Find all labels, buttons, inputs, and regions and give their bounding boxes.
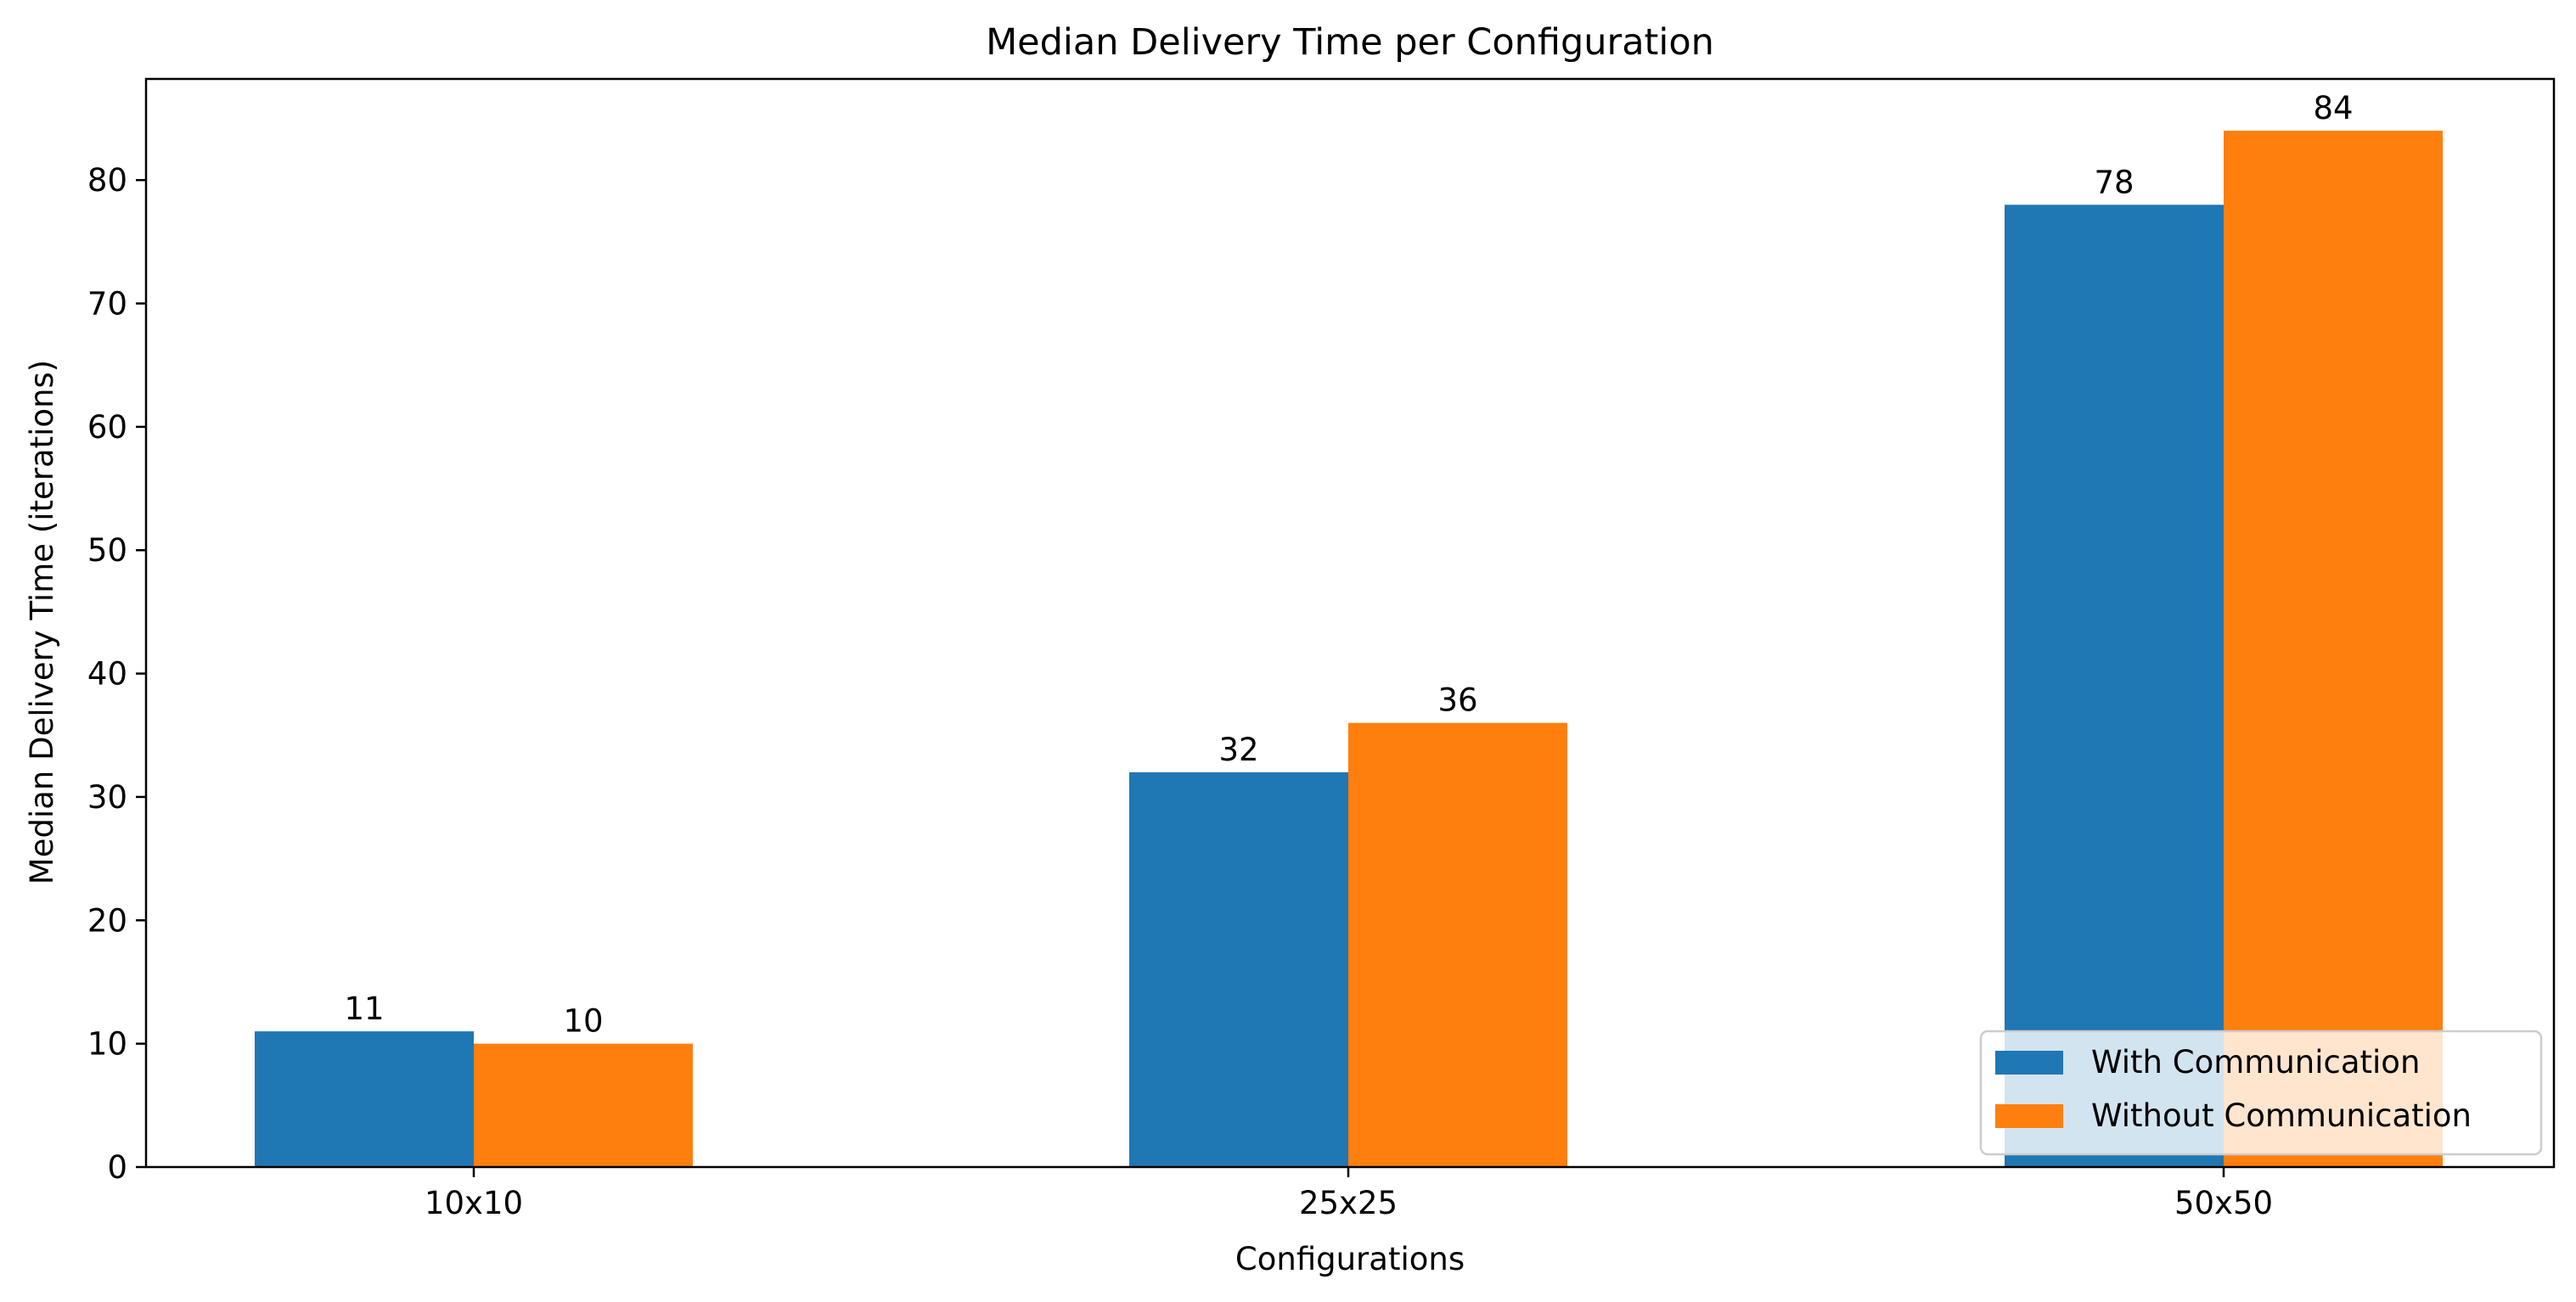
bar-series-1-10x10 — [474, 1043, 693, 1167]
x-tick-label-10x10: 10x10 — [425, 1185, 523, 1221]
y-tick-label: 10 — [87, 1026, 127, 1063]
data-labels-group: 11 32 78 10 36 84 — [344, 90, 2353, 1040]
y-tick-label: 20 — [87, 902, 127, 939]
bar-series-1-25x25 — [1348, 722, 1567, 1167]
legend-swatch-without-communication — [1995, 1104, 2063, 1128]
y-axis-label: Median Delivery Time (iterations) — [24, 360, 60, 884]
y-tick-label: 30 — [87, 779, 127, 816]
y-tick-label: 40 — [87, 656, 127, 693]
legend-swatch-with-communication — [1995, 1051, 2063, 1075]
plot-area-frame — [144, 77, 2556, 1169]
legend: With Communication Without Communication — [1979, 1030, 2543, 1156]
bar-series-0-25x25 — [1129, 772, 1348, 1167]
y-tick-label: 50 — [87, 532, 127, 569]
chart-title: Median Delivery Time per Configuration — [986, 21, 1714, 64]
legend-box — [1979, 1030, 2543, 1156]
data-label-series-1-10x10: 10 — [563, 1003, 603, 1040]
x-tick-label-50x50: 50x50 — [2174, 1185, 2273, 1221]
y-axis-ticks: 0 10 20 30 40 50 60 70 80 — [87, 162, 146, 1186]
data-label-series-0-50x50: 78 — [2094, 164, 2134, 200]
legend-label-without-communication: Without Communication — [2091, 1097, 2472, 1134]
x-axis-ticks: 10x10 25x25 50x50 — [425, 1167, 2273, 1221]
data-label-series-0-10x10: 11 — [344, 991, 384, 1027]
bars-group — [255, 131, 2443, 1168]
y-tick-label: 70 — [87, 286, 127, 323]
data-label-series-1-25x25: 36 — [1437, 682, 1477, 719]
y-tick-label: 60 — [87, 409, 127, 446]
bar-series-0-10x10 — [255, 1031, 474, 1167]
x-tick-label-25x25: 25x25 — [1299, 1185, 1398, 1221]
bar-series-0-50x50 — [2005, 205, 2224, 1167]
y-tick-label: 80 — [87, 162, 127, 199]
x-axis-label: Configurations — [1235, 1241, 1465, 1277]
legend-label-with-communication: With Communication — [2091, 1044, 2420, 1080]
data-label-series-0-25x25: 32 — [1218, 732, 1258, 768]
y-tick-label: 0 — [107, 1149, 127, 1186]
data-label-series-1-50x50: 84 — [2313, 90, 2353, 126]
bar-series-1-50x50 — [2224, 131, 2443, 1168]
